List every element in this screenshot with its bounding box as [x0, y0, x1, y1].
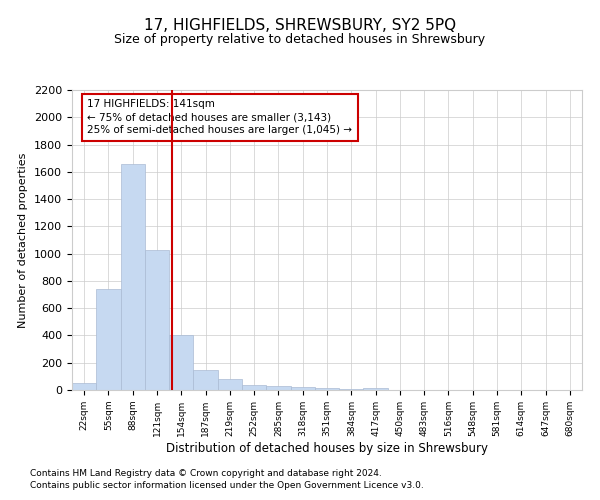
Bar [72, 383, 96, 390]
Bar [339, 388, 364, 390]
Bar [290, 386, 315, 390]
Text: Contains public sector information licensed under the Open Government Licence v3: Contains public sector information licen… [30, 481, 424, 490]
X-axis label: Distribution of detached houses by size in Shrewsbury: Distribution of detached houses by size … [166, 442, 488, 454]
Text: 17, HIGHFIELDS, SHREWSBURY, SY2 5PQ: 17, HIGHFIELDS, SHREWSBURY, SY2 5PQ [144, 18, 456, 32]
Bar [145, 250, 169, 390]
Bar [193, 370, 218, 390]
Bar [242, 385, 266, 390]
Bar [266, 386, 290, 390]
Text: 17 HIGHFIELDS: 141sqm
← 75% of detached houses are smaller (3,143)
25% of semi-d: 17 HIGHFIELDS: 141sqm ← 75% of detached … [88, 99, 352, 136]
Bar [315, 388, 339, 390]
Bar [169, 336, 193, 390]
Text: Contains HM Land Registry data © Crown copyright and database right 2024.: Contains HM Land Registry data © Crown c… [30, 468, 382, 477]
Bar [121, 164, 145, 390]
Text: Size of property relative to detached houses in Shrewsbury: Size of property relative to detached ho… [115, 32, 485, 46]
Bar [218, 379, 242, 390]
Bar [364, 388, 388, 390]
Y-axis label: Number of detached properties: Number of detached properties [19, 152, 28, 328]
Bar [96, 289, 121, 390]
